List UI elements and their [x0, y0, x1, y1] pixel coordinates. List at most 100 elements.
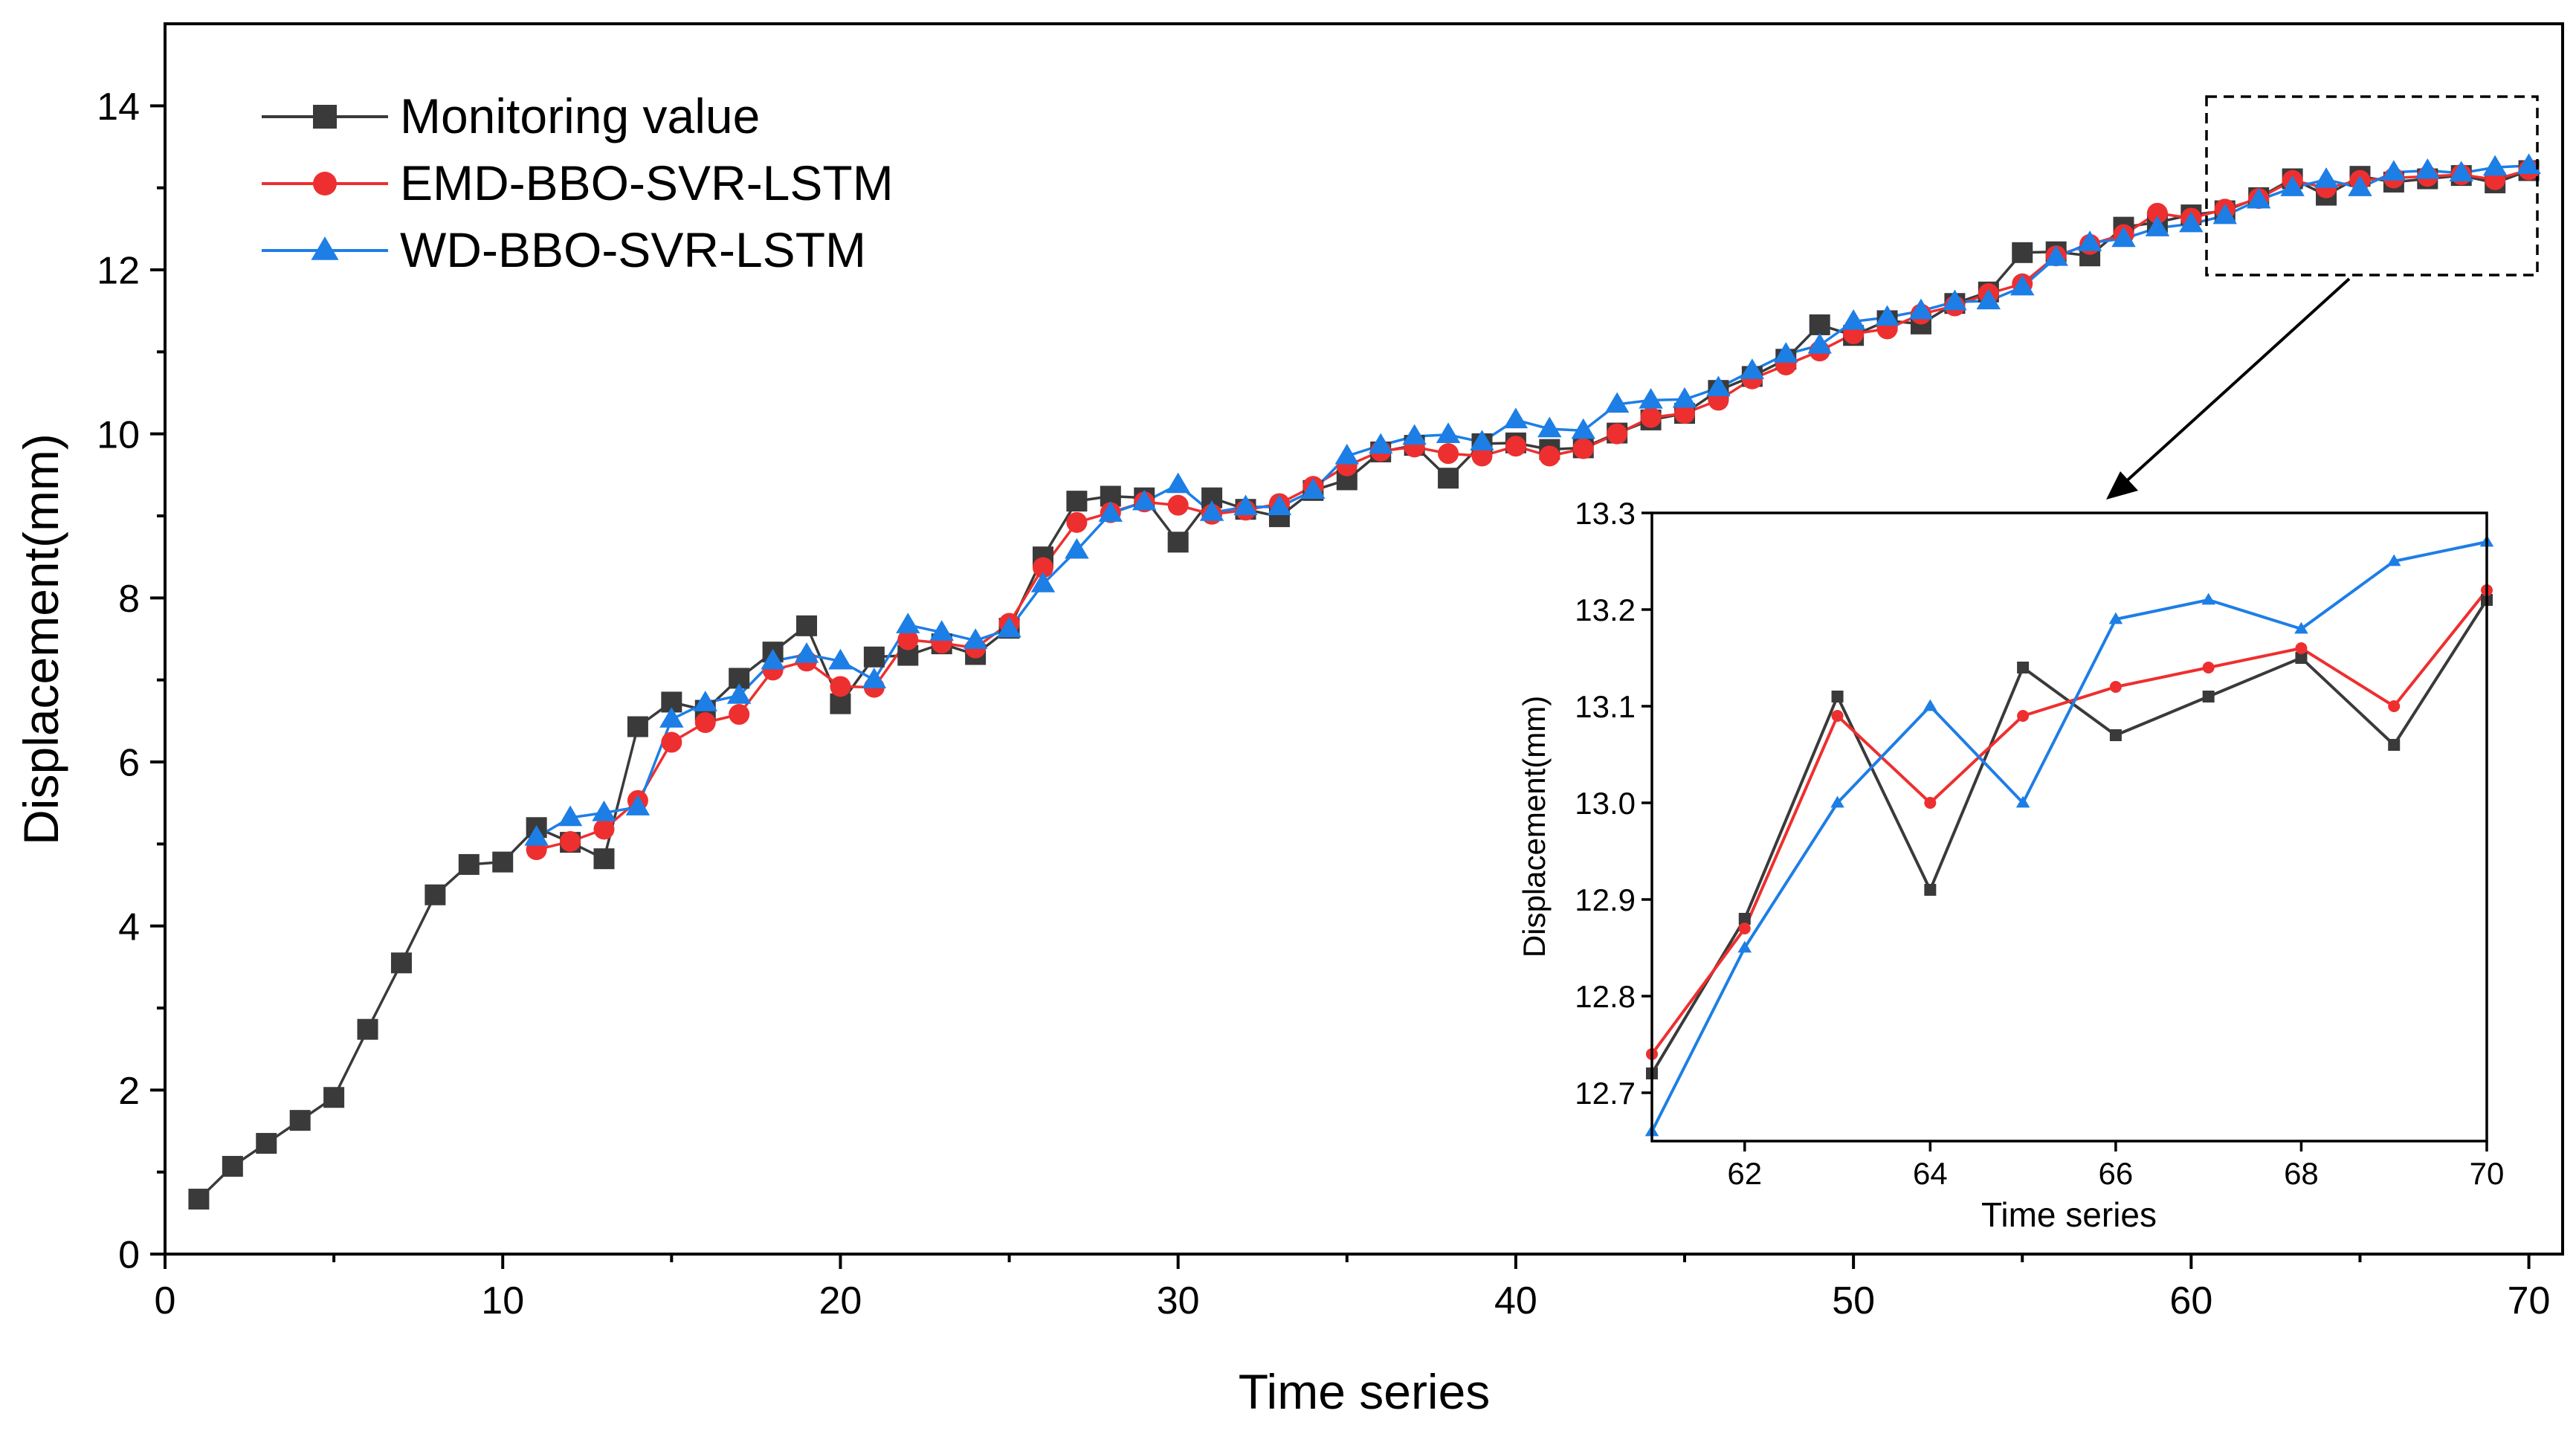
- main-point-wd-bbo-svr-lstm: [1267, 494, 1292, 516]
- inset-axis-ticks: 62 64 66 68 70 12.7 12.8 12.9 13.0 13.1 13.2 13.3: [1575, 496, 2504, 1191]
- inset-y-tick-label: 13.1: [1575, 689, 1636, 724]
- main-point-monitoring-value: [1438, 468, 1459, 489]
- main-point-wd-bbo-svr-lstm: [1368, 433, 1393, 454]
- inset-point-emd-bbo-svr-lstm: [2388, 700, 2401, 712]
- main-point-wd-bbo-svr-lstm: [1706, 375, 1731, 397]
- main-point-wd-bbo-svr-lstm: [1199, 500, 1224, 521]
- main-point-wd-bbo-svr-lstm: [1098, 501, 1123, 522]
- main-point-emd-bbo-svr-lstm: [1607, 423, 1628, 445]
- main-x-tick-label: 0: [155, 1279, 176, 1322]
- main-point-wd-bbo-svr-lstm: [896, 613, 920, 633]
- inset-point-emd-bbo-svr-lstm: [2017, 710, 2030, 722]
- legend: Monitoring value EMD-BBO-SVR-LSTM WD-BBO-S…: [262, 88, 894, 277]
- main-point-wd-bbo-svr-lstm: [1537, 416, 1562, 438]
- inset-plot-background: [1652, 513, 2487, 1141]
- inset-point-wd-bbo-svr-lstm: [2294, 621, 2308, 634]
- main-point-wd-bbo-svr-lstm: [659, 707, 684, 728]
- inset-y-tick-label: 12.9: [1575, 882, 1636, 917]
- main-point-wd-bbo-svr-lstm: [1740, 358, 1765, 379]
- inset-y-tick-label: 12.8: [1575, 979, 1636, 1014]
- main-point-monitoring-value: [2012, 242, 2033, 263]
- inset-point-emd-bbo-svr-lstm: [1924, 797, 1937, 809]
- inset-point-monitoring-value: [1831, 691, 1844, 702]
- main-point-monitoring-value: [357, 1018, 378, 1040]
- main-point-monitoring-value: [222, 1155, 243, 1177]
- inset-point-monitoring-value: [2202, 691, 2215, 702]
- main-point-emd-bbo-svr-lstm: [729, 704, 750, 726]
- main-point-wd-bbo-svr-lstm: [1571, 418, 1595, 439]
- main-point-monitoring-value: [796, 615, 818, 636]
- main-point-monitoring-value: [593, 848, 615, 870]
- main-point-emd-bbo-svr-lstm: [1438, 443, 1459, 465]
- main-point-wd-bbo-svr-lstm: [693, 691, 718, 711]
- main-x-tick-label: 50: [1832, 1279, 1875, 1322]
- legend-item-emd-bbo-svr-lstm: EMD-BBO-SVR-LSTM: [262, 155, 894, 210]
- main-point-wd-bbo-svr-lstm: [1841, 309, 1866, 330]
- inset-series-points-emd-bbo-svr-lstm: [1646, 584, 2493, 1060]
- main-point-emd-bbo-svr-lstm: [1539, 445, 1560, 467]
- main-point-wd-bbo-svr-lstm: [625, 795, 651, 815]
- main-point-wd-bbo-svr-lstm: [2010, 274, 2035, 296]
- inset-y-tick-label: 13.3: [1575, 496, 1636, 531]
- main-point-wd-bbo-svr-lstm: [2348, 175, 2372, 196]
- inset-series-group: [1644, 534, 2494, 1137]
- inset-x-tick-label: 70: [2470, 1156, 2505, 1191]
- main-point-emd-bbo-svr-lstm: [593, 818, 615, 840]
- main-x-tick-label: 40: [1494, 1279, 1537, 1322]
- legend-item-monitoring-value: Monitoring value: [262, 88, 760, 143]
- inset-point-monitoring-value: [1738, 913, 1751, 925]
- main-point-wd-bbo-svr-lstm: [1334, 443, 1360, 465]
- main-point-wd-bbo-svr-lstm: [963, 628, 988, 649]
- main-point-wd-bbo-svr-lstm: [2145, 216, 2170, 236]
- main-point-wd-bbo-svr-lstm: [1943, 289, 1967, 311]
- main-point-monitoring-value: [458, 853, 480, 875]
- main-point-emd-bbo-svr-lstm: [1505, 436, 1526, 457]
- main-point-wd-bbo-svr-lstm: [794, 642, 819, 663]
- inset-y-tick-label: 12.7: [1575, 1076, 1636, 1111]
- main-point-emd-bbo-svr-lstm: [694, 712, 716, 734]
- inset-point-emd-bbo-svr-lstm: [2109, 681, 2122, 693]
- main-point-wd-bbo-svr-lstm: [2111, 226, 2136, 248]
- main-point-wd-bbo-svr-lstm: [1908, 298, 1934, 320]
- main-y-tick-label: 2: [118, 1070, 140, 1113]
- inset-x-axis-label: Time series: [1981, 1195, 2157, 1234]
- main-point-wd-bbo-svr-lstm: [929, 620, 954, 641]
- main-point-wd-bbo-svr-lstm: [1301, 478, 1326, 499]
- main-point-wd-bbo-svr-lstm: [1976, 288, 2001, 310]
- main-plot-frame: [164, 22, 2564, 1256]
- main-x-tick-label: 10: [481, 1279, 524, 1322]
- inset-point-monitoring-value: [2109, 729, 2122, 741]
- main-point-emd-bbo-svr-lstm: [830, 676, 851, 697]
- main-point-wd-bbo-svr-lstm: [1233, 494, 1258, 516]
- main-series-points-wd-bbo-svr-lstm: [524, 153, 2541, 846]
- main-point-wd-bbo-svr-lstm: [1436, 422, 1461, 443]
- inset-x-tick-label: 64: [1913, 1156, 1948, 1191]
- main-point-emd-bbo-svr-lstm: [1066, 511, 1088, 533]
- main-point-wd-bbo-svr-lstm: [592, 800, 616, 821]
- main-point-wd-bbo-svr-lstm: [1875, 305, 1899, 326]
- inset-series-line-emd-bbo-svr-lstm: [1650, 589, 2488, 1056]
- inset-y-axis-label: Displacement(mm): [1517, 696, 1552, 957]
- main-point-wd-bbo-svr-lstm: [726, 683, 752, 704]
- main-point-monitoring-value: [1066, 491, 1088, 512]
- main-x-tick-label: 60: [2169, 1279, 2212, 1322]
- main-point-wd-bbo-svr-lstm: [2482, 155, 2508, 176]
- main-point-monitoring-value: [1167, 532, 1189, 553]
- main-point-wd-bbo-svr-lstm: [761, 648, 785, 670]
- main-point-wd-bbo-svr-lstm: [2179, 211, 2204, 233]
- inset-point-wd-bbo-svr-lstm: [2015, 795, 2030, 808]
- inset-point-emd-bbo-svr-lstm: [2202, 662, 2215, 673]
- main-y-tick-label: 0: [118, 1234, 140, 1277]
- main-point-emd-bbo-svr-lstm: [1032, 557, 1053, 578]
- inset-y-tick-label: 13.0: [1575, 786, 1636, 821]
- inset-point-wd-bbo-svr-lstm: [2201, 592, 2215, 605]
- main-point-wd-bbo-svr-lstm: [1132, 489, 1157, 511]
- inset-point-wd-bbo-svr-lstm: [1737, 940, 1752, 953]
- main-point-emd-bbo-svr-lstm: [1572, 438, 1594, 459]
- inset-point-monitoring-value: [2017, 662, 2030, 673]
- inset-x-tick-label: 62: [1727, 1156, 1762, 1191]
- main-point-monitoring-value: [492, 851, 514, 873]
- inset-point-monitoring-value: [1924, 884, 1937, 896]
- inset-plot: 62 64 66 68 70 12.7 12.8 12.9 13.0 13.1 13.2 13.3 T…: [1517, 496, 2504, 1234]
